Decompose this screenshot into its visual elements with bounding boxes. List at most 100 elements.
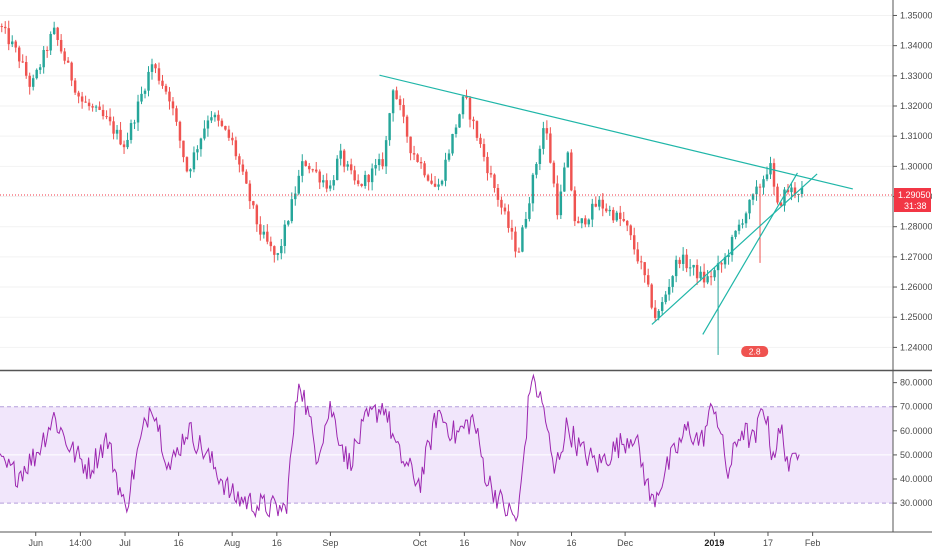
candle-body: [164, 85, 168, 92]
candle-body: [723, 257, 727, 265]
candle-body: [423, 163, 426, 176]
candle-body: [384, 140, 388, 167]
candle-body: [45, 49, 49, 51]
candle-body: [140, 93, 143, 102]
candle-body: [587, 219, 591, 225]
candle-body: [227, 129, 231, 138]
trendline[interactable]: [702, 172, 798, 335]
rsi-line: [0, 373, 800, 523]
candle-body: [426, 175, 430, 181]
candle-body: [290, 199, 294, 222]
candle-body: [762, 179, 765, 188]
candle-body: [332, 180, 335, 186]
candle-body: [133, 122, 136, 124]
candle-body: [262, 231, 266, 235]
price-tick-label: 1.35000: [900, 10, 932, 20]
price-tick-label: 1.28000: [900, 222, 932, 232]
price-tick-label: 1.27000: [900, 252, 932, 262]
candle-body: [112, 121, 115, 134]
price-tick-label: 1.31000: [900, 131, 932, 141]
time-axis[interactable]: Jun 14:00 Jul 16 Aug 16 Sep Oct 16 Nov 16 Dec 2019 17…: [28, 532, 820, 548]
candle-body: [245, 171, 248, 184]
trendline[interactable]: [651, 173, 818, 325]
candle-body: [4, 26, 7, 29]
candle-body: [273, 246, 276, 255]
candle-body: [381, 159, 384, 167]
candle-body: [56, 27, 59, 40]
event-flag-icon[interactable]: 2.8: [741, 346, 769, 358]
candle-body: [507, 211, 510, 228]
candle-body: [52, 27, 56, 34]
rsi-tick-label: 30.0000: [900, 498, 932, 508]
trendlines[interactable]: [379, 74, 853, 335]
candle-body: [122, 144, 126, 148]
time-tick-label: Dec: [617, 538, 634, 548]
price-pane[interactable]: 2.8: [0, 14, 893, 358]
candle-body: [210, 117, 213, 121]
price-tick-label: 1.32000: [900, 101, 932, 111]
rsi-tick-label: 70.0000: [900, 402, 932, 412]
candle-body: [783, 189, 786, 206]
candle-body: [220, 120, 224, 126]
candle-body: [636, 249, 639, 262]
candle-body: [556, 183, 559, 216]
candle-body: [157, 68, 161, 81]
candle-body: [419, 161, 423, 164]
candle-body: [0, 26, 3, 28]
candle-body: [80, 96, 84, 102]
candle-body: [608, 209, 611, 212]
price-tick-label: 1.25000: [900, 312, 932, 322]
candle-body: [458, 114, 461, 128]
candle-body: [398, 99, 402, 105]
candle-body: [748, 199, 751, 214]
candle-body: [353, 170, 356, 181]
candle-body: [213, 114, 217, 118]
candle-body: [391, 90, 395, 114]
candle-body: [500, 199, 503, 208]
rsi-axis[interactable]: 80.0000 70.0000 60.0000 50.0000 40.0000 30.00…: [893, 378, 932, 508]
price-axis[interactable]: 1.35000 1.34000 1.33000 1.32000 1.31000 1.300…: [893, 10, 932, 352]
candle-body: [94, 106, 98, 108]
candle-body: [59, 39, 63, 52]
rsi-pane[interactable]: [0, 373, 893, 523]
candle-body: [657, 310, 660, 318]
time-tick-label: Oct: [413, 538, 428, 548]
candle-body: [77, 92, 80, 97]
candle-body: [626, 220, 629, 226]
candle-body: [563, 167, 566, 192]
candle-body: [503, 207, 507, 212]
candle-body: [199, 138, 203, 150]
candle-body: [524, 218, 528, 228]
candle-body: [765, 174, 769, 180]
candle-body: [605, 208, 608, 212]
candle-body: [566, 152, 570, 168]
candle-body: [325, 180, 328, 189]
candle-body: [734, 230, 737, 237]
trendline[interactable]: [379, 74, 853, 190]
candle-body: [196, 149, 199, 153]
candle-body: [545, 128, 549, 134]
candle-body: [598, 199, 601, 207]
candle-body: [276, 253, 280, 255]
candle-body: [370, 168, 374, 183]
candle-body: [363, 174, 367, 186]
candle-body: [38, 67, 42, 70]
current-price-tag: 1.29050 31:38: [894, 188, 931, 213]
candle-body: [126, 139, 129, 148]
candle-body: [339, 150, 342, 159]
candle-body: [315, 169, 318, 172]
candle-body: [217, 114, 220, 121]
candle-body: [650, 284, 653, 308]
candle-body: [681, 254, 685, 264]
candle-body: [552, 162, 556, 184]
candle-body: [238, 156, 241, 165]
candle-body: [42, 49, 45, 68]
candle-body: [161, 80, 164, 86]
candle-body: [779, 202, 783, 206]
candle-body: [168, 91, 171, 102]
candle-body: [709, 276, 713, 278]
candle-body: [601, 199, 604, 209]
candle-body: [405, 116, 409, 137]
candle-body: [468, 97, 472, 120]
